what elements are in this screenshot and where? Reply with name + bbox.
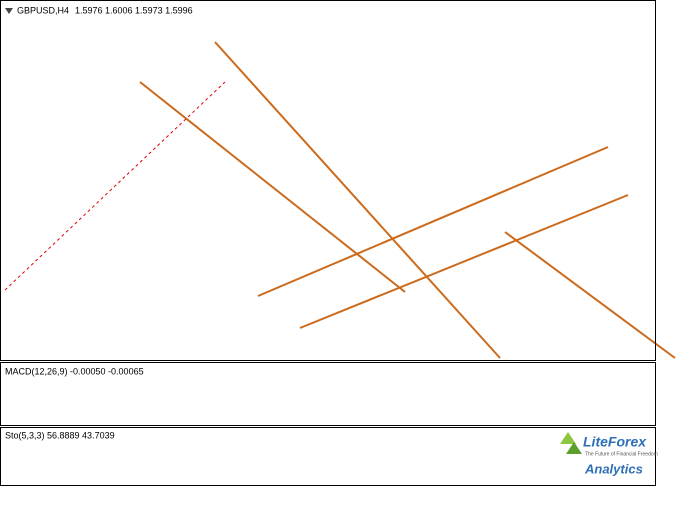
chart-title: GBPUSD,H4 — [17, 5, 69, 15]
main-frame — [0, 0, 656, 361]
macd-frame — [0, 362, 656, 426]
trend-line — [257, 146, 609, 297]
macd-label: MACD(12,26,9) -0.00050 -0.00065 — [5, 366, 144, 376]
logo-name: LiteForex — [583, 434, 647, 450]
stochastic-label: Sto(5,3,3) 56.8889 43.7039 — [5, 430, 115, 440]
logo-subtitle: Analytics — [584, 461, 643, 476]
logo-icon — [560, 432, 576, 444]
stochastic-frame — [0, 427, 656, 486]
dropdown-icon — [5, 8, 13, 14]
logo: LiteForex The Future of Financial Freedo… — [555, 429, 658, 484]
frame — [0, 0, 656, 486]
logo-icon — [566, 442, 582, 454]
dashed-trend-line — [4, 81, 226, 291]
trend-lines — [139, 41, 676, 359]
ohlc-text: 1.5976 1.6006 1.5973 1.5996 — [75, 5, 193, 15]
trend-line — [214, 41, 501, 359]
trend-line — [504, 231, 676, 359]
trend-line — [139, 81, 406, 293]
trend-line — [299, 194, 629, 329]
logo-tagline: The Future of Financial Freedom — [585, 451, 658, 457]
